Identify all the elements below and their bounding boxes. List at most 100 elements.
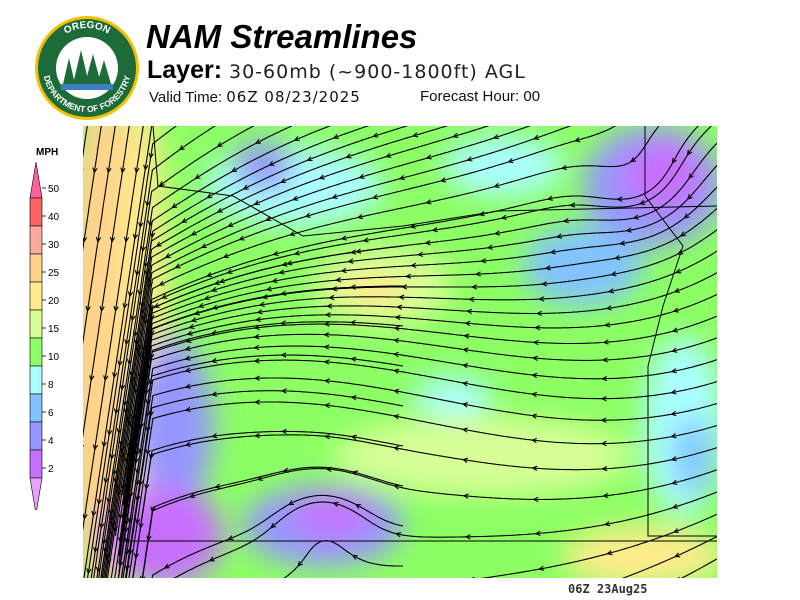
streamline-arrow bbox=[452, 132, 459, 138]
streamline-arrow bbox=[340, 235, 347, 241]
streamline-arrow bbox=[210, 329, 217, 336]
streamline-arrow bbox=[686, 149, 693, 156]
streamline-arrow bbox=[411, 132, 419, 138]
streamline-arrow bbox=[530, 413, 537, 419]
streamline-arrow bbox=[216, 207, 223, 213]
legend-tick-label: 25 bbox=[48, 268, 60, 279]
streamline bbox=[283, 540, 403, 578]
streamline bbox=[83, 126, 102, 252]
streamline-arrow bbox=[139, 575, 146, 578]
streamline-arrow bbox=[610, 271, 617, 277]
streamline bbox=[125, 390, 404, 578]
streamline-arrow bbox=[602, 492, 609, 499]
streamline-arrow bbox=[372, 132, 379, 138]
streamline-arrow bbox=[206, 193, 213, 199]
streamline-arrow bbox=[148, 379, 154, 386]
streamline-arrow bbox=[629, 157, 637, 163]
streamline-arrow bbox=[216, 142, 223, 148]
streamline-arrow bbox=[134, 167, 140, 174]
streamline-arrow bbox=[253, 433, 261, 439]
streamline-arrow bbox=[158, 181, 165, 187]
streamline-arrow bbox=[462, 493, 469, 499]
streamline bbox=[122, 359, 717, 578]
streamline bbox=[114, 126, 660, 536]
streamline-arrow bbox=[632, 214, 639, 220]
streamline-arrow bbox=[138, 222, 144, 229]
streamline bbox=[98, 126, 332, 578]
streamline-arrow bbox=[323, 378, 330, 384]
legend-swatch bbox=[29, 477, 43, 510]
streamline-arrow bbox=[184, 441, 191, 447]
streamline bbox=[173, 491, 717, 578]
streamline-arrow bbox=[358, 173, 365, 179]
legend-tick-label: 30 bbox=[48, 240, 60, 251]
streamline-arrow bbox=[466, 156, 473, 162]
streamline-arrow bbox=[119, 384, 126, 391]
streamline-arrow bbox=[272, 250, 279, 257]
streamline bbox=[100, 126, 409, 578]
streamline-arrow bbox=[280, 290, 287, 296]
streamline-arrow bbox=[148, 410, 154, 418]
streamline-arrow bbox=[354, 503, 361, 509]
streamline-arrow bbox=[122, 303, 128, 310]
streamline-arrow bbox=[461, 363, 469, 369]
streamline-arrow bbox=[101, 441, 107, 448]
streamline bbox=[124, 377, 717, 578]
streamline-arrow bbox=[148, 152, 154, 159]
streamline-arrow bbox=[683, 213, 690, 219]
streamline-arrow bbox=[101, 538, 108, 545]
streamline-arrow bbox=[674, 552, 681, 558]
streamline bbox=[132, 430, 404, 578]
streamline-arrow bbox=[600, 440, 607, 447]
streamline-arrow bbox=[138, 422, 145, 429]
legend-swatch bbox=[29, 309, 43, 339]
streamline-arrow bbox=[324, 312, 331, 318]
streamline-arrow bbox=[601, 376, 608, 382]
streamline-map bbox=[83, 126, 717, 578]
streamline-arrow bbox=[600, 396, 607, 402]
legend-swatch bbox=[29, 197, 43, 227]
legend-swatch bbox=[29, 225, 43, 255]
streamline-arrow bbox=[135, 518, 141, 525]
streamline-arrow bbox=[534, 325, 541, 331]
streamline-arrow bbox=[304, 212, 311, 218]
streamline-arrow bbox=[95, 236, 102, 243]
legend-swatch bbox=[29, 449, 43, 479]
streamline-arrow bbox=[332, 501, 339, 507]
streamline-arrow bbox=[601, 357, 608, 363]
streamline-arrow bbox=[480, 258, 487, 264]
streamline-arrow bbox=[238, 235, 245, 241]
streamline-arrow bbox=[210, 287, 218, 293]
streamline-arrow bbox=[89, 375, 95, 382]
streamline bbox=[119, 229, 717, 540]
forecast-hour: Forecast Hour: 00 bbox=[420, 88, 540, 105]
streamline-arrow bbox=[130, 315, 136, 322]
streamline-arrow bbox=[281, 261, 288, 267]
streamline-arrow bbox=[538, 296, 545, 302]
streamline-arrow bbox=[143, 164, 149, 171]
streamline-arrow bbox=[200, 243, 207, 249]
streamline-arrow bbox=[208, 556, 215, 562]
streamline-arrow bbox=[532, 339, 539, 346]
streamline-arrow bbox=[113, 408, 120, 415]
valid-label: Valid Time: bbox=[149, 89, 223, 106]
streamline-arrow bbox=[531, 355, 538, 361]
streamline-arrow bbox=[265, 216, 272, 222]
streamline-arrow bbox=[140, 245, 147, 253]
streamline-arrow bbox=[461, 457, 469, 463]
streamline-arrow bbox=[188, 492, 196, 499]
streamline-arrow bbox=[118, 513, 124, 520]
streamline-arrow bbox=[124, 339, 130, 346]
streamline-arrow bbox=[256, 309, 263, 315]
streamline-arrow bbox=[85, 305, 91, 313]
streamline-arrow bbox=[211, 433, 218, 439]
streamline-arrow bbox=[670, 456, 677, 462]
streamline bbox=[118, 293, 717, 564]
streamline-arrow bbox=[184, 355, 191, 361]
legend-tick-label: 50 bbox=[48, 184, 60, 195]
streamline-arrow bbox=[127, 291, 134, 298]
streamline-arrow bbox=[254, 399, 261, 405]
streamline-arrow bbox=[616, 196, 623, 202]
streamline-arrow bbox=[500, 214, 507, 220]
streamline-arrow bbox=[184, 345, 191, 352]
